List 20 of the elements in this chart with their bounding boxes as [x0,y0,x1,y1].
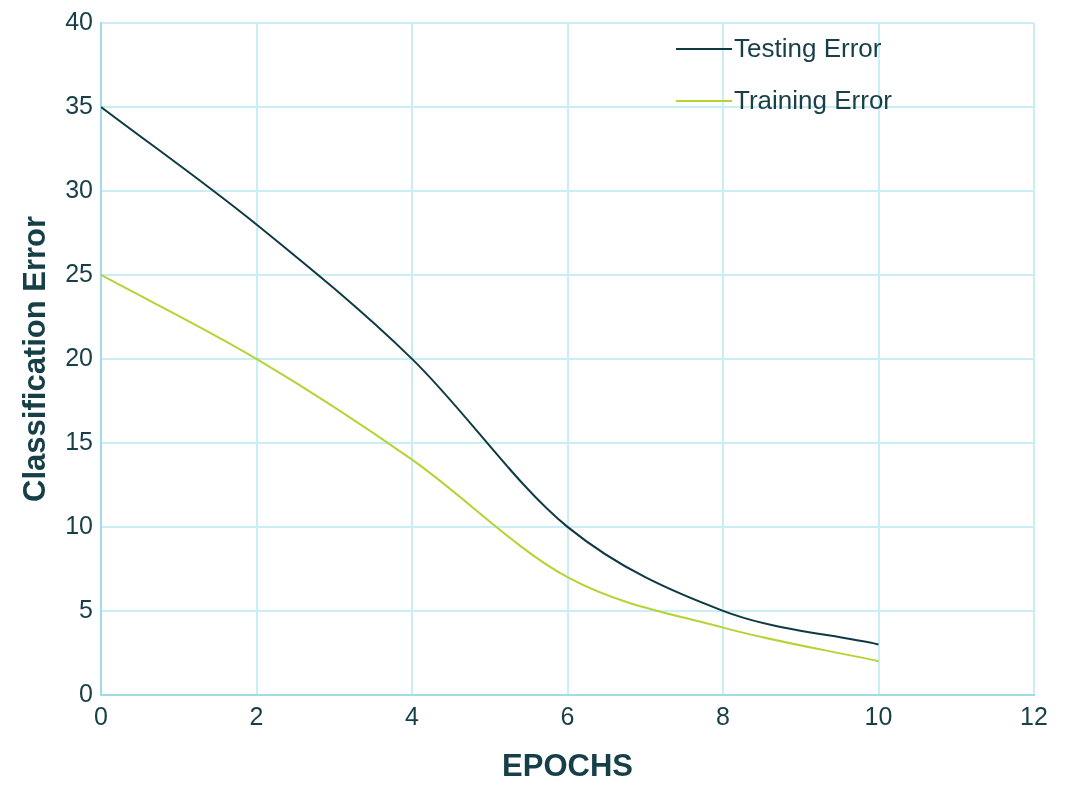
y-tick-label: 0 [79,678,94,707]
x-tick-label: 4 [405,701,420,730]
x-tick-label: 12 [1020,701,1048,730]
y-tick-label: 40 [65,6,94,35]
line-series [101,273,880,663]
x-tick-label: 2 [249,701,264,730]
y-axis-title: Classification Error [17,215,53,502]
x-tick-label: 6 [560,701,575,730]
x-axis-title: EPOCHS [502,747,633,783]
x-tick-label: 10 [864,701,893,730]
y-tick-label: 30 [65,174,94,203]
x-tick-label: 8 [716,701,730,730]
y-tick-label: 35 [65,90,94,119]
legend-label: Training Error [734,85,893,116]
y-tick-label: 10 [65,510,94,539]
y-tick-label: 5 [79,594,94,623]
y-tick-label: 25 [65,258,94,287]
y-tick-label: 20 [65,342,94,371]
y-tick-label: 15 [65,426,94,455]
legend-label: Testing Error [734,33,882,64]
